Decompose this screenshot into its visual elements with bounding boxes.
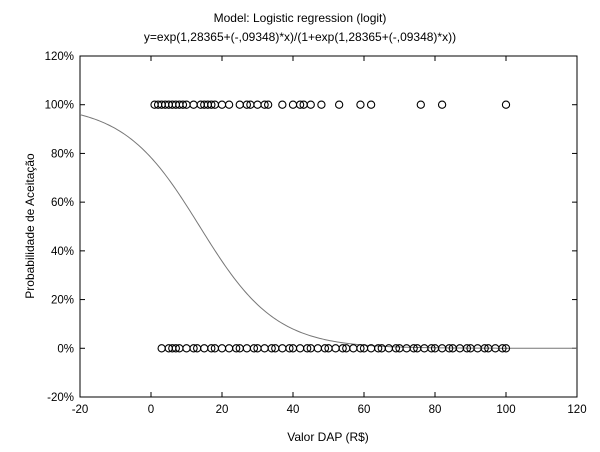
data-point <box>224 344 234 353</box>
data-point <box>366 100 376 109</box>
data-point <box>334 100 344 109</box>
x-tick-label: 40 <box>287 404 300 416</box>
y-tick-label: 80% <box>51 148 74 160</box>
data-point <box>416 100 425 109</box>
data-point <box>249 344 259 353</box>
logistic-curve <box>79 114 577 349</box>
x-tick-label: 80 <box>429 404 442 416</box>
data-point <box>189 344 198 353</box>
data-point <box>384 344 393 353</box>
data-point <box>200 344 209 353</box>
data-point <box>391 344 401 353</box>
data-point <box>278 344 287 353</box>
x-axis-label: Valor DAP (R$) <box>287 430 369 444</box>
data-point <box>427 344 436 353</box>
data-point <box>338 344 347 353</box>
x-tick-label: 20 <box>216 404 229 416</box>
chart-subtitle: y=exp(1,28365+(-,09348)*x)/(1+exp(1,2836… <box>144 30 456 44</box>
data-point <box>313 344 322 353</box>
data-point <box>374 344 383 353</box>
data-point <box>189 100 198 109</box>
data-point <box>260 100 269 109</box>
data-points <box>150 100 511 353</box>
data-point <box>331 344 340 353</box>
y-tick-label: 120% <box>45 51 74 63</box>
data-point <box>157 344 166 353</box>
data-point <box>278 100 287 109</box>
data-point <box>445 344 454 353</box>
data-point <box>295 100 305 109</box>
chart-title: Model: Logistic regression (logit) <box>214 11 387 25</box>
data-point <box>260 344 269 353</box>
data-point <box>303 344 312 353</box>
data-point <box>171 344 180 353</box>
data-point <box>217 100 227 109</box>
data-point <box>437 100 447 109</box>
x-tick-label: 0 <box>148 404 154 416</box>
data-point <box>232 344 241 353</box>
data-point <box>263 100 273 109</box>
data-point <box>295 344 305 353</box>
y-tick-label: 60% <box>51 197 74 209</box>
data-point <box>349 344 358 353</box>
data-point <box>207 344 216 353</box>
data-point <box>178 100 188 109</box>
x-tick-label: 100 <box>496 404 515 416</box>
data-point <box>320 344 330 353</box>
x-tick-label: -20 <box>72 404 89 416</box>
data-point <box>420 344 429 353</box>
data-point <box>235 100 244 109</box>
data-point <box>498 344 507 353</box>
y-axis: -20% 0% 20% 40% 60% 80% 100% 120% <box>45 51 577 404</box>
y-tick-label: 40% <box>51 246 74 258</box>
data-point <box>501 100 511 109</box>
y-tick-label: -20% <box>47 392 74 404</box>
data-point <box>182 344 191 353</box>
data-point <box>462 344 472 353</box>
data-point <box>288 100 298 109</box>
y-tick-label: 100% <box>45 100 74 112</box>
x-axis: -20 0 20 40 60 80 100 120 <box>72 56 587 416</box>
data-point <box>402 344 411 353</box>
y-axis-label: Probabilidade de Aceitação <box>23 153 37 299</box>
data-point <box>242 100 251 109</box>
plot-frame <box>79 55 578 398</box>
x-tick-label: 120 <box>567 404 586 416</box>
data-point <box>217 344 227 353</box>
y-tick-label: 20% <box>51 295 74 307</box>
data-point <box>253 100 262 109</box>
data-point <box>317 100 326 109</box>
data-point <box>356 100 365 109</box>
data-point <box>285 344 294 353</box>
data-point <box>224 100 234 109</box>
x-tick-label: 60 <box>358 404 371 416</box>
data-point <box>207 100 216 109</box>
y-tick-label: 0% <box>57 343 74 355</box>
data-point <box>267 344 276 353</box>
data-point <box>306 100 315 109</box>
data-point <box>480 344 489 353</box>
data-point <box>501 344 511 353</box>
data-point <box>409 344 418 353</box>
data-point <box>242 344 251 353</box>
data-point <box>356 344 365 353</box>
